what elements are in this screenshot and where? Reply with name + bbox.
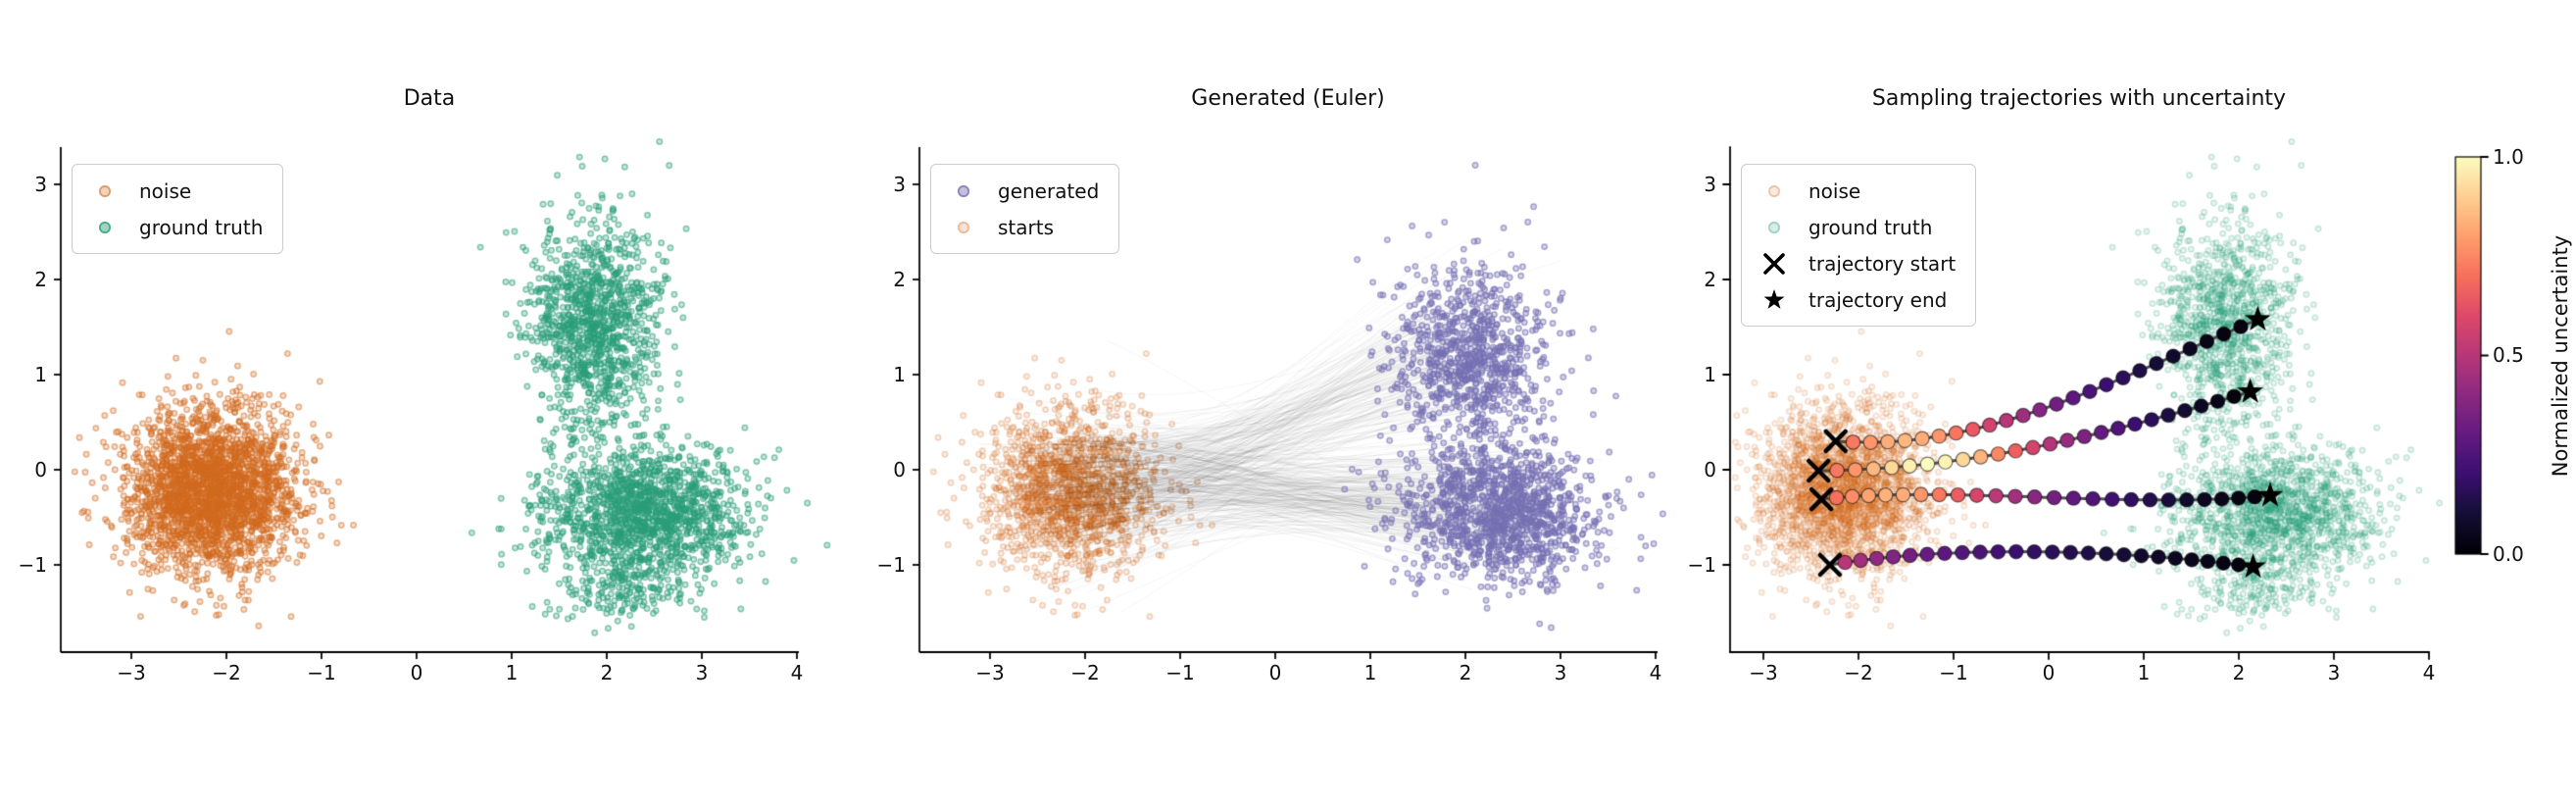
y-tick-label: −1 — [18, 553, 47, 577]
x-tick-label: 0 — [410, 661, 423, 684]
legend-item: starts — [943, 209, 1099, 245]
legend-dot-icon — [1767, 221, 1781, 233]
legend-marker — [1754, 287, 1795, 313]
x-tick-label: −1 — [1939, 661, 1968, 684]
legend-item-label: trajectory end — [1808, 287, 1948, 312]
panel-title-data: Data — [403, 86, 456, 111]
panel-title-generated: Generated (Euler) — [1191, 86, 1385, 111]
legend-marker — [943, 215, 984, 240]
legend-item-label: ground truth — [139, 215, 264, 239]
y-tick-label: 2 — [34, 268, 47, 291]
legend-dot-icon — [957, 184, 970, 197]
x-tick-label: 1 — [1363, 661, 1377, 684]
legend-dot-icon — [98, 184, 112, 197]
x-tick-label: 0 — [1268, 661, 1282, 684]
legend-marker — [84, 215, 125, 240]
trajectory-end-icon — [1763, 288, 1785, 309]
x-tick-label: 4 — [790, 661, 804, 684]
x-tick-label: 3 — [2327, 661, 2341, 684]
panel-title-trajectories: Sampling trajectories with uncertainty — [1871, 86, 2287, 111]
x-tick-label: 1 — [2137, 661, 2151, 684]
legend-item: trajectory end — [1754, 281, 1956, 318]
trajectory-start-icon — [1763, 252, 1785, 275]
y-tick-label: 0 — [1704, 458, 1716, 482]
legend-dot-icon — [98, 221, 112, 233]
x-tick-label: −2 — [212, 661, 241, 684]
y-tick-label: 3 — [1704, 173, 1716, 196]
x-tick-label: −2 — [1844, 661, 1873, 684]
legend-item-label: noise — [1808, 178, 1861, 203]
legend-marker — [1754, 215, 1795, 240]
legend-item: ground truth — [1754, 209, 1956, 245]
x-tick-label: −3 — [117, 661, 146, 684]
y-tick-label: 1 — [893, 363, 906, 386]
legend-generated: generated starts — [930, 164, 1120, 254]
y-tick-label: 0 — [893, 458, 906, 482]
x-tick-label: 4 — [1649, 661, 1662, 684]
legend-item: trajectory start — [1754, 245, 1956, 281]
legend-item-label: trajectory start — [1808, 251, 1957, 276]
y-tick-label: 1 — [34, 363, 47, 386]
legend-item: ground truth — [84, 209, 263, 245]
legend-item-label: ground truth — [1808, 215, 1933, 239]
x-tick-label: −2 — [1070, 661, 1100, 684]
x-tick-label: 2 — [600, 661, 614, 684]
y-tick-label: 0 — [34, 458, 47, 482]
y-tick-label: −1 — [1687, 553, 1716, 577]
legend-marker — [84, 178, 125, 204]
legend-item: noise — [1754, 173, 1956, 209]
legend-item-label: generated — [998, 178, 1100, 203]
x-tick-label: 1 — [505, 661, 519, 684]
y-tick-label: 1 — [1704, 363, 1716, 386]
colorbar-label: Normalized uncertainty — [2549, 234, 2572, 478]
colorbar-tick-min: 0.0 — [2493, 542, 2524, 566]
legend-item-label: noise — [139, 178, 192, 203]
x-tick-label: −3 — [975, 661, 1005, 684]
legend-marker — [1754, 251, 1795, 277]
x-tick-label: 2 — [2232, 661, 2246, 684]
colorbar-tick-max: 1.0 — [2493, 145, 2524, 169]
y-tick-label: 3 — [893, 173, 906, 196]
x-tick-label: 4 — [2422, 661, 2436, 684]
y-tick-label: −1 — [876, 553, 906, 577]
legend-item: noise — [84, 173, 263, 209]
y-tick-label: 2 — [1704, 268, 1716, 291]
legend-data: noise ground truth — [72, 164, 284, 254]
x-tick-label: −1 — [307, 661, 336, 684]
legend-item-label: starts — [998, 215, 1055, 239]
x-tick-label: 3 — [1554, 661, 1567, 684]
x-tick-label: 2 — [1459, 661, 1472, 684]
legend-marker — [1754, 178, 1795, 204]
legend-trajectories: noise ground truth trajectory start traject… — [1741, 164, 1977, 327]
y-tick-label: 3 — [34, 173, 47, 196]
legend-dot-icon — [1767, 184, 1781, 197]
x-tick-label: 0 — [2042, 661, 2056, 684]
y-tick-label: 2 — [893, 268, 906, 291]
x-tick-label: 3 — [695, 661, 709, 684]
x-tick-label: −1 — [1165, 661, 1195, 684]
legend-dot-icon — [957, 221, 970, 233]
legend-item: generated — [943, 173, 1099, 209]
legend-marker — [943, 178, 984, 204]
colorbar-tick-mid: 0.5 — [2493, 343, 2524, 367]
x-tick-label: −3 — [1749, 661, 1778, 684]
